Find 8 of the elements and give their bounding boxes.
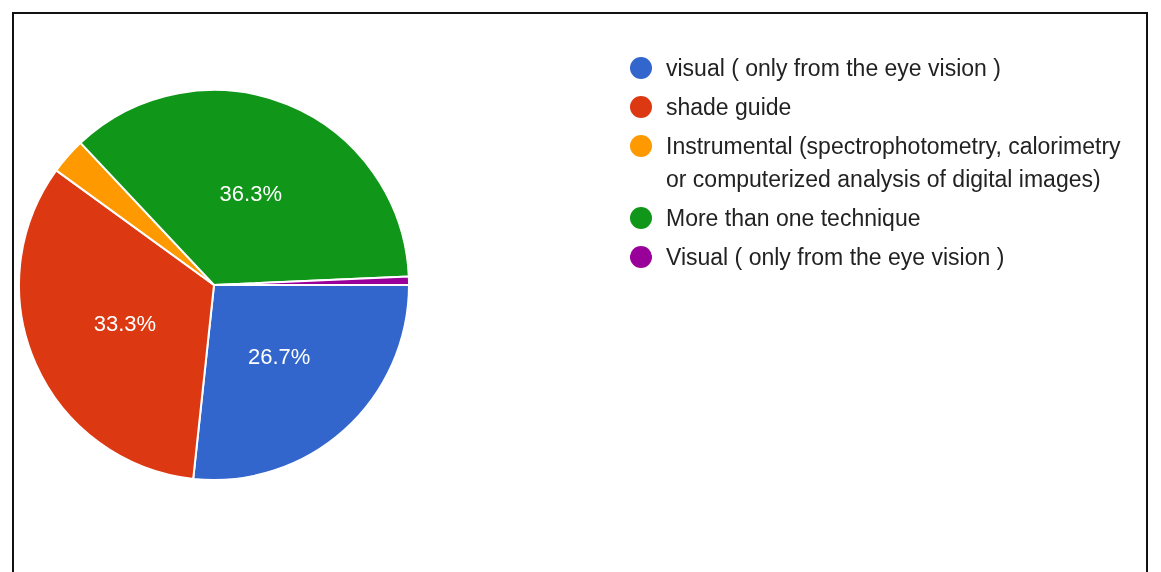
legend-label: Visual ( only from the eye vision ) [666, 243, 1005, 272]
data-label: 33.3% [93, 310, 157, 336]
legend-label: Instrumental (spectrophotometry, calorimetry or computerized analysis of digital images) [666, 132, 1122, 194]
legend-label: More than one technique [666, 204, 921, 233]
legend-label: visual ( only from the eye vision ) [666, 54, 1001, 83]
legend-label: shade guide [666, 93, 792, 122]
data-label: 36.3% [219, 180, 282, 206]
data-label: 26.7% [247, 343, 311, 369]
